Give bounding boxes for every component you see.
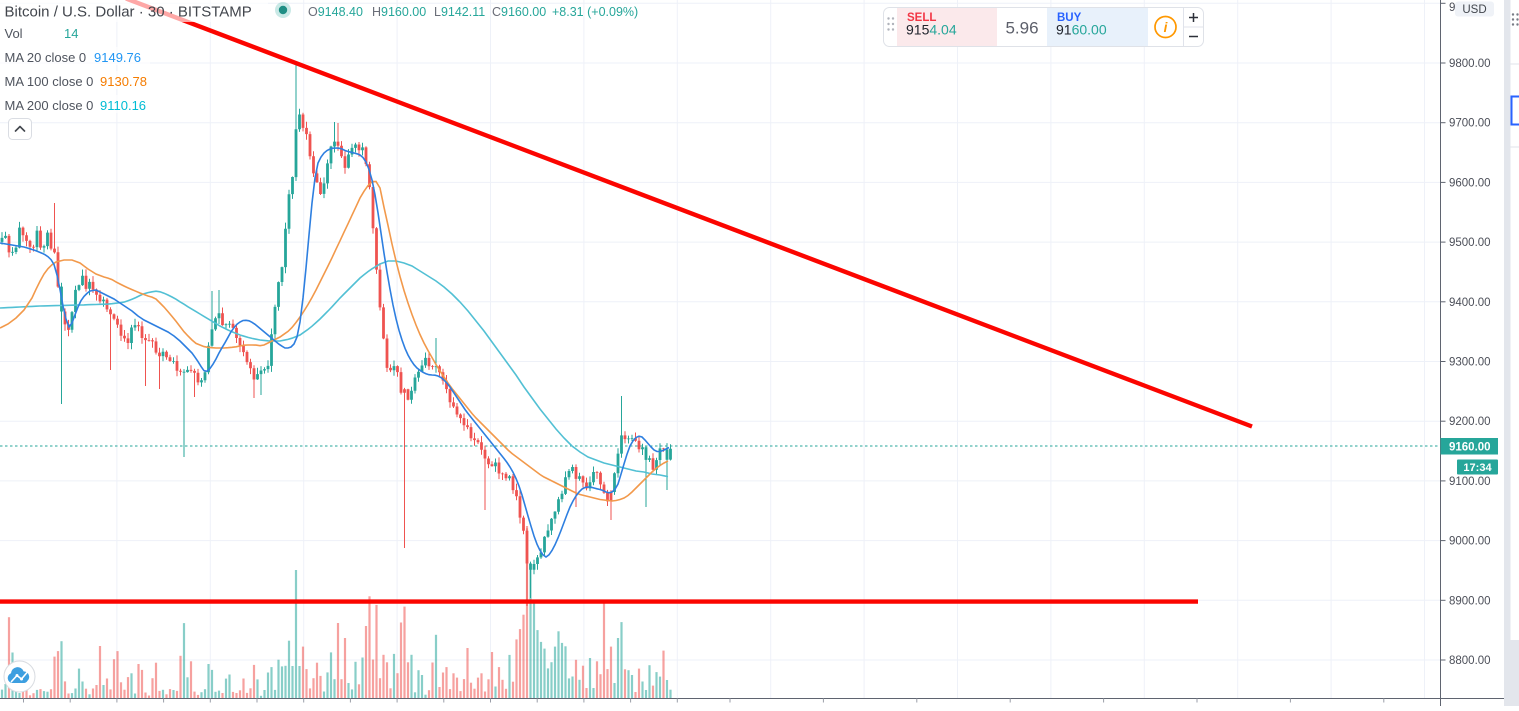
svg-text:L9142.11: L9142.11 (434, 5, 485, 19)
svg-text:C9160.00: C9160.00 (492, 5, 546, 19)
svg-text:9160.00: 9160.00 (1056, 22, 1107, 38)
svg-text:9400.00: 9400.00 (1449, 297, 1491, 309)
svg-text:9: 9 (1449, 2, 1455, 14)
svg-text:8800.00: 8800.00 (1449, 655, 1491, 667)
svg-text:17:34: 17:34 (1463, 462, 1492, 474)
svg-text:Bitcoin / U.S. Dollar · 30 · B: Bitcoin / U.S. Dollar · 30 · BITSTAMP (5, 4, 252, 21)
svg-text:USD: USD (1462, 4, 1486, 16)
svg-text:9200.00: 9200.00 (1449, 416, 1491, 428)
svg-text:5.96: 5.96 (1005, 19, 1038, 38)
svg-text:O9148.40: O9148.40 (308, 5, 363, 19)
svg-text:H9160.00: H9160.00 (372, 5, 426, 19)
svg-text:9100.00: 9100.00 (1449, 476, 1491, 488)
svg-text:i: i (1164, 20, 1168, 35)
svg-text:9300.00: 9300.00 (1449, 357, 1491, 369)
svg-text:9500.00: 9500.00 (1449, 237, 1491, 249)
svg-text:9700.00: 9700.00 (1449, 118, 1491, 130)
svg-text:9154.04: 9154.04 (906, 22, 957, 38)
svg-text:8900.00: 8900.00 (1449, 595, 1491, 607)
svg-text:+8.31 (+0.09%): +8.31 (+0.09%) (552, 5, 638, 19)
svg-text:9800.00: 9800.00 (1449, 58, 1491, 70)
svg-text:9000.00: 9000.00 (1449, 536, 1491, 548)
svg-text:9600.00: 9600.00 (1449, 177, 1491, 189)
svg-text:9160.00: 9160.00 (1449, 442, 1491, 454)
